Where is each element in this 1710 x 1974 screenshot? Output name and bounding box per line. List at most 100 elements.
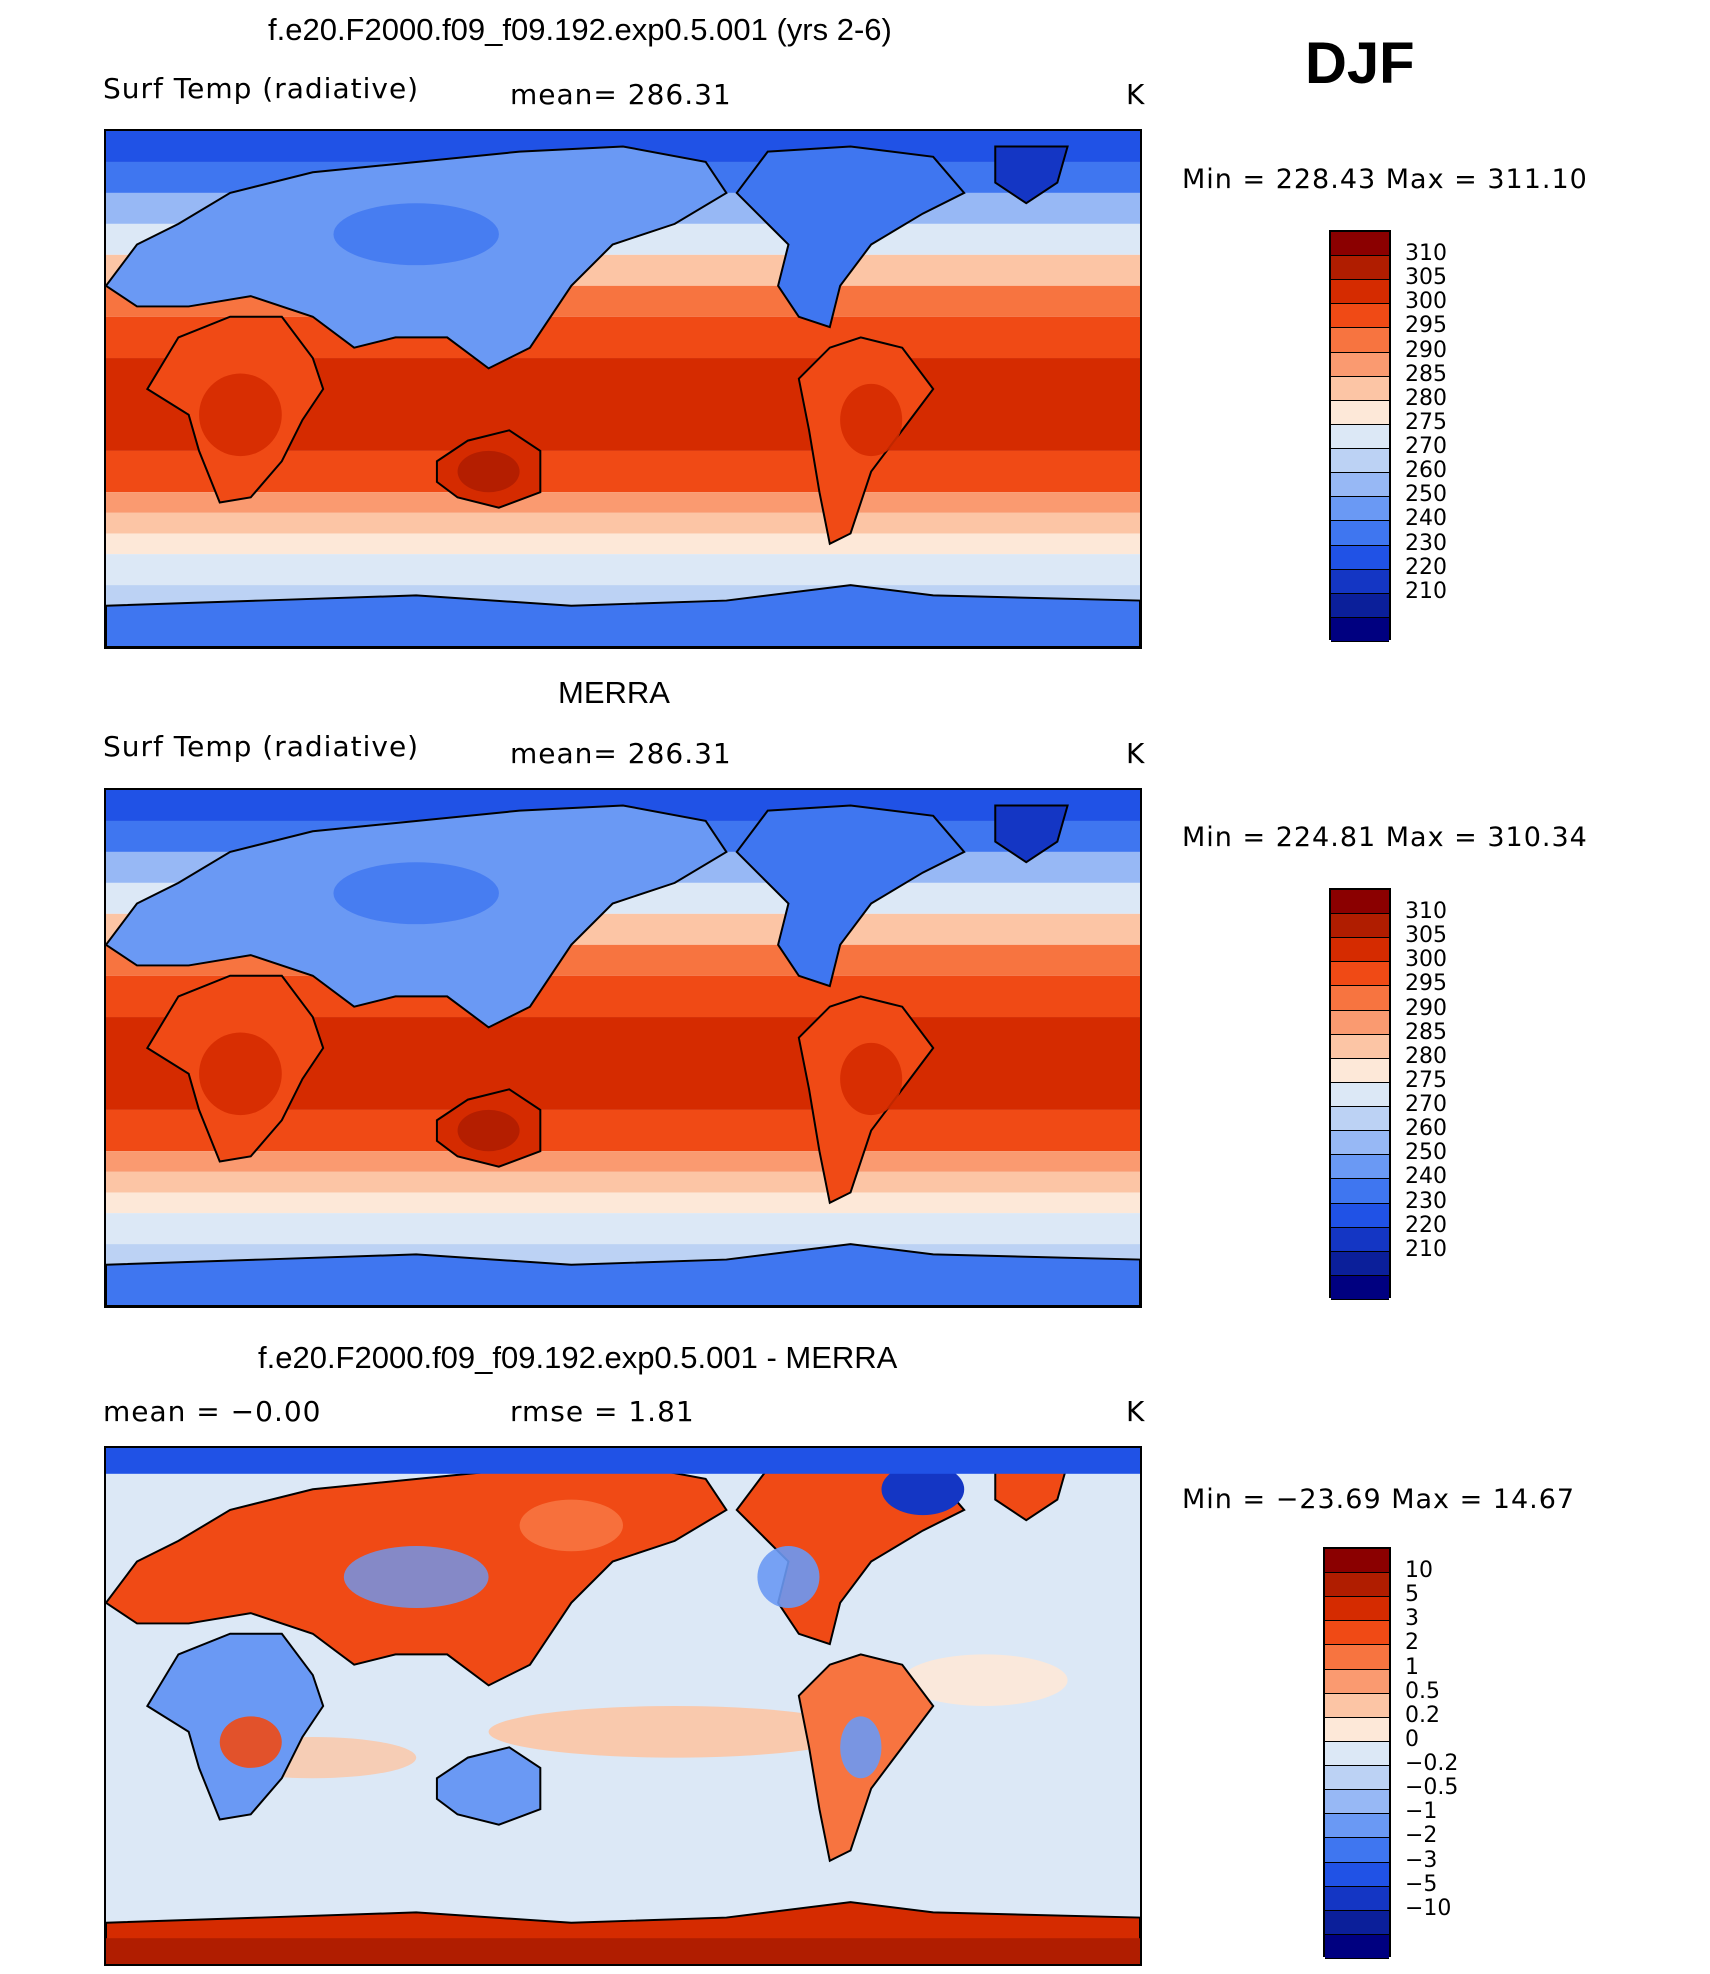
panel2-minmax: Min = 224.81 Max = 310.34	[1182, 822, 1588, 853]
colorbar-tick-label: 10	[1405, 1558, 1433, 1584]
colorbar-tick-label: 210	[1405, 1236, 1447, 1262]
panel3-title: f.e20.F2000.f09_f09.192.exp0.5.001 - MER…	[258, 1340, 898, 1375]
colorbar-swatch	[1331, 593, 1389, 618]
colorbar-tick-label: 290	[1405, 337, 1447, 363]
continent-north-america	[735, 804, 966, 988]
panel1-map	[104, 129, 1142, 649]
colorbar-swatch	[1325, 1693, 1389, 1718]
colorbar-tick-label: 0.2	[1405, 1702, 1440, 1728]
colorbar-tick-label: 5	[1405, 1582, 1419, 1608]
anomaly-patch	[881, 1463, 965, 1516]
colorbar-swatch	[1325, 1766, 1389, 1791]
panel1-units: K	[1126, 78, 1146, 111]
colorbar-tick-label: 260	[1405, 1116, 1447, 1142]
colorbar-swatch	[1325, 1573, 1389, 1598]
continent-australia	[435, 1746, 542, 1826]
temperature-band	[106, 1938, 1140, 1964]
season-label: DJF	[1305, 31, 1415, 96]
colorbar-swatch	[1331, 304, 1389, 329]
colorbar-swatch	[1331, 914, 1389, 939]
panel3-mean: mean = −0.00	[103, 1395, 322, 1428]
colorbar-swatch	[1325, 1549, 1389, 1574]
anomaly-patch	[519, 1499, 623, 1552]
temperature-band	[106, 512, 1140, 534]
colorbar-tick-label: 210	[1405, 578, 1447, 604]
colorbar-tick-label: 310	[1405, 241, 1447, 267]
anomaly-patch	[219, 1716, 282, 1768]
colorbar-swatch	[1331, 328, 1389, 353]
colorbar-swatch	[1325, 1621, 1389, 1646]
temperature-band	[106, 1448, 1140, 1474]
colorbar-swatch	[1325, 1934, 1389, 1959]
panel3-colorbar	[1323, 1547, 1391, 1959]
colorbar-tick-label: 2	[1405, 1630, 1419, 1656]
panel2-map	[104, 788, 1142, 1308]
colorbar-tick-label: 0	[1405, 1726, 1419, 1752]
colorbar-swatch	[1331, 1107, 1389, 1132]
continent-north-america	[735, 145, 966, 329]
panel1-colorbar	[1329, 230, 1391, 642]
colorbar-swatch	[1325, 1814, 1389, 1839]
colorbar-swatch	[1331, 473, 1389, 498]
colorbar-swatch	[1331, 352, 1389, 377]
colorbar-tick-label: −0.5	[1405, 1775, 1459, 1801]
colorbar-tick-label: 250	[1405, 1140, 1447, 1166]
panel3-rmse: rmse = 1.81	[510, 1395, 695, 1428]
anomaly-patch	[840, 1716, 882, 1779]
colorbar-swatch	[1331, 1275, 1389, 1300]
anomaly-patch	[199, 1032, 282, 1116]
temperature-band	[106, 492, 1140, 513]
colorbar-tick-label: 275	[1405, 409, 1447, 435]
colorbar-swatch	[1325, 1669, 1389, 1694]
colorbar-swatch	[1331, 1227, 1389, 1252]
colorbar-tick-label: 310	[1405, 899, 1447, 925]
map-canvas	[106, 131, 1140, 647]
colorbar-tick-label: 220	[1405, 1212, 1447, 1238]
colorbar-swatch	[1331, 424, 1389, 450]
temperature-band	[106, 554, 1140, 586]
colorbar-tick-label: −1	[1405, 1799, 1438, 1825]
anomaly-patch	[840, 1042, 903, 1116]
colorbar-tick-label: −2	[1405, 1823, 1438, 1849]
panel1-title: f.e20.F2000.f09_f09.192.exp0.5.001 (yrs …	[268, 12, 892, 47]
panel3-map	[104, 1446, 1142, 1966]
colorbar-swatch	[1325, 1741, 1389, 1767]
colorbar-tick-label: 275	[1405, 1067, 1447, 1093]
colorbar-swatch	[1331, 1179, 1389, 1204]
colorbar-swatch	[1331, 521, 1389, 546]
colorbar-tick-label: 240	[1405, 506, 1447, 532]
colorbar-tick-label: 300	[1405, 289, 1447, 315]
colorbar-tick-label: 295	[1405, 971, 1447, 997]
colorbar-swatch	[1325, 1910, 1389, 1935]
panel3-units: K	[1126, 1395, 1146, 1428]
colorbar-tick-label: 220	[1405, 554, 1447, 580]
colorbar-swatch	[1331, 1251, 1389, 1276]
colorbar-tick-label: 295	[1405, 313, 1447, 339]
colorbar-tick-label: 270	[1405, 1092, 1447, 1118]
anomaly-patch	[333, 203, 499, 266]
anomaly-patch	[840, 383, 903, 457]
colorbar-swatch	[1331, 890, 1389, 915]
anomaly-patch	[333, 862, 499, 925]
colorbar-swatch	[1331, 569, 1389, 594]
colorbar-tick-label: −3	[1405, 1847, 1438, 1873]
colorbar-swatch	[1325, 1645, 1389, 1670]
colorbar-swatch	[1331, 1131, 1389, 1156]
panel3-minmax: Min = −23.69 Max = 14.67	[1182, 1484, 1576, 1515]
panel2-variable: Surf Temp (radiative)	[103, 730, 420, 763]
panel1-mean: mean= 286.31	[510, 78, 732, 111]
colorbar-tick-label: 250	[1405, 482, 1447, 508]
anomaly-patch	[757, 1546, 820, 1608]
colorbar-swatch	[1331, 986, 1389, 1011]
panel2-mean: mean= 286.31	[510, 737, 732, 770]
panel1-variable: Surf Temp (radiative)	[103, 72, 420, 105]
colorbar-tick-label: 305	[1405, 265, 1447, 291]
colorbar-tick-label: 300	[1405, 947, 1447, 973]
colorbar-tick-label: 285	[1405, 361, 1447, 387]
continent-greenland	[994, 145, 1069, 205]
colorbar-swatch	[1325, 1862, 1389, 1887]
anomaly-patch	[457, 450, 520, 493]
panel2-title: MERRA	[558, 675, 670, 710]
anomaly-patch	[902, 1654, 1068, 1706]
colorbar-swatch	[1331, 938, 1389, 963]
